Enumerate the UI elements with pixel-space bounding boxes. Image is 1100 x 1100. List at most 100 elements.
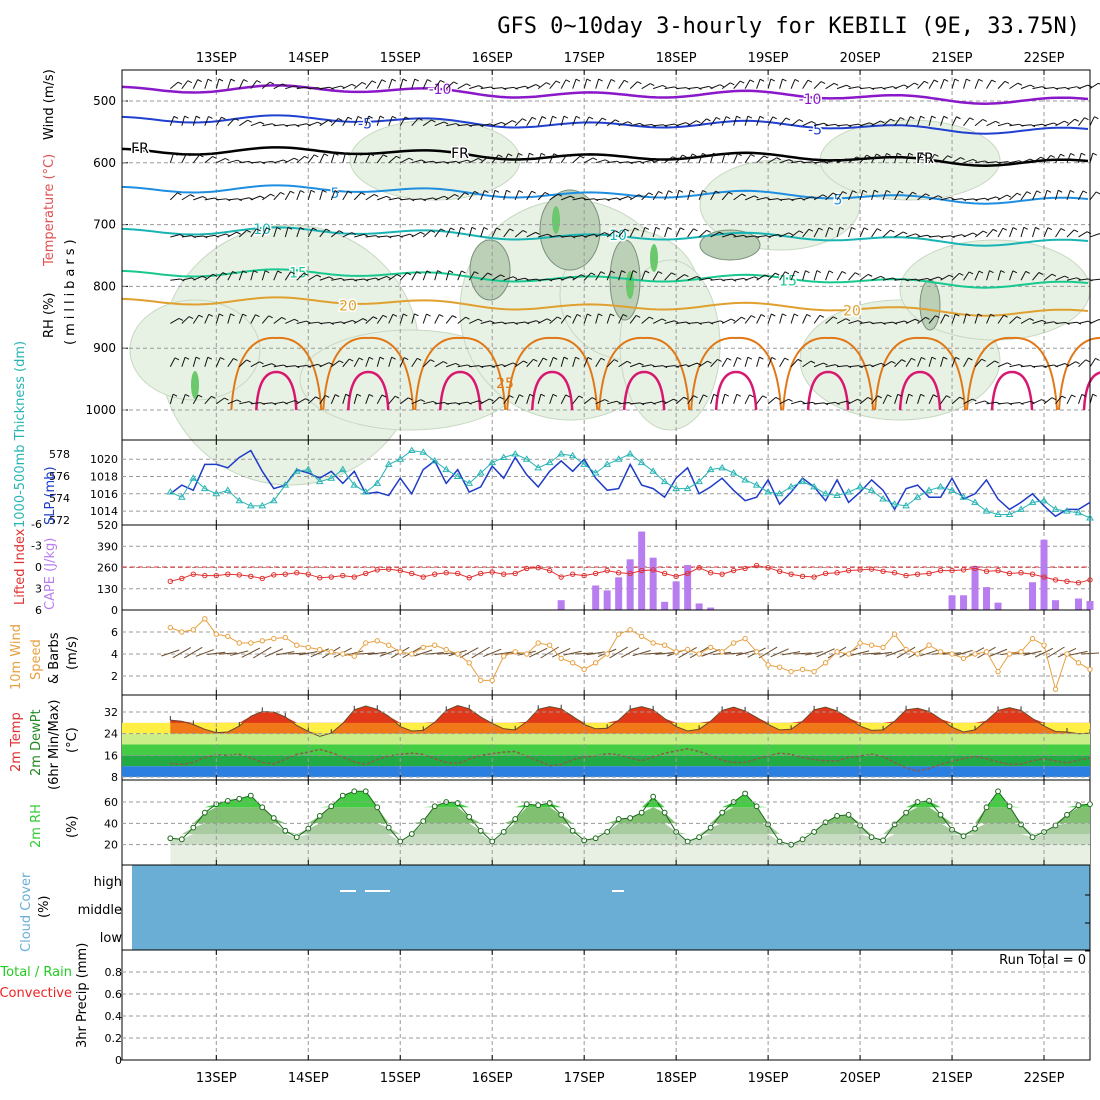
wind-barb [457,316,466,324]
wind-barb [940,79,945,89]
wind10m-barb [885,649,904,657]
thickness-point [660,477,669,485]
wind-barb [721,191,730,201]
cape-bar [684,565,692,610]
wind10m-point [1041,642,1047,648]
wind-barb-flag [645,270,650,274]
lifted-index-point [455,570,461,577]
wind-barb-flag [1082,190,1088,194]
wind-barb-flag [430,359,435,363]
wind-barb [997,270,1002,281]
wind-barb-flag [314,154,319,158]
wind-barb-flag [966,78,971,82]
wind-barb [560,394,567,405]
wind-barb-flag [545,82,551,86]
wind-barb [802,360,812,368]
wind-barb-flag [552,356,558,360]
thickness-point [338,465,347,473]
wind-barb [376,314,384,324]
wind-barb [721,318,732,324]
wind-barb-flag [862,189,868,193]
lifted-index-point [868,566,875,572]
wind-barb [595,198,606,201]
wind-barb [377,195,387,201]
wind-barb-flag [1060,228,1066,231]
wind-barb [687,120,697,127]
thickness-point [373,479,382,486]
wind-barb [216,157,226,164]
wind-barb [951,272,960,281]
wind-barb [468,227,473,238]
wind-label-line3: & Barbs [47,632,62,684]
wind-barb-flag [197,79,202,83]
wind10m-point [880,644,886,651]
rh2m-point [926,798,932,804]
top-date-7: 20SEP [840,51,881,66]
wind-barb [273,192,281,201]
wind-barb [744,79,751,89]
wind-barb-flag [478,400,483,404]
rh2m-point [1006,803,1013,810]
lifted-index-point [271,572,277,578]
wind-barb [399,313,404,324]
isotherm-label-10: 10 [253,222,271,238]
wind-barb [365,357,370,367]
wind10m-barb [644,652,663,655]
wind-barb-flag [764,274,770,278]
wind-barb-flag [187,80,193,84]
lifted-index-point [776,568,783,574]
wind-barb [239,119,248,127]
wind-barb-flag [499,396,504,400]
lifted-index-point [420,574,426,580]
wind-barb-flag [841,271,847,274]
wind-barb [549,115,554,126]
wind-barb [825,270,830,281]
wind-barb-flag [531,116,537,120]
wind-barb [388,197,399,201]
isotherm-label--5: -5 [808,122,822,138]
wind-barb-flag [382,314,388,318]
wind-barb-flag [863,227,869,231]
wind-barb-flag [477,157,483,161]
wind-barb [261,81,271,90]
isotherm-label-FR: FR [131,141,149,157]
wind-barb [250,314,256,324]
wind-barb-flag [199,154,204,158]
wind10m-point [661,642,668,648]
wind10m-point [834,649,840,655]
wind-barb-flag [634,227,639,231]
lifted-index-point [443,570,449,576]
wind-barb [837,124,848,127]
wind-barb [434,402,445,405]
wind-barb [606,79,612,89]
rh2m-point [845,811,852,818]
thickness-point [453,472,462,479]
rh2m-point [247,792,254,799]
wind-barb [986,196,997,201]
wind-barb-flag [877,395,882,399]
wind-barb [434,195,445,201]
wind-barb-flag [220,357,225,361]
wind-barb [181,235,192,238]
wind-barb [859,190,864,201]
wind-barb [468,318,479,324]
wind-barb-flag [741,193,746,197]
run-total: Run Total = 0 [999,953,1086,968]
isotherm-label--10: -10 [799,92,822,108]
wind-barb [710,320,721,324]
temp-label-line1: 2m Temp [9,712,24,772]
wind-barb [733,357,738,367]
wind10m-barb [758,646,778,659]
wind-barb-flag [317,121,322,125]
wind-barb [296,227,301,238]
wind-barb-flag [544,192,550,195]
wind-barb-flag [218,78,224,82]
wind10m-point [202,616,208,622]
wind-barb-flag [243,79,248,83]
wind-barb [664,227,669,238]
lifted-index-point [374,567,380,573]
cape-bar [557,600,565,610]
thickness-point [1063,507,1071,514]
wind-barb [825,160,836,164]
wind-barb-flag [724,152,730,156]
